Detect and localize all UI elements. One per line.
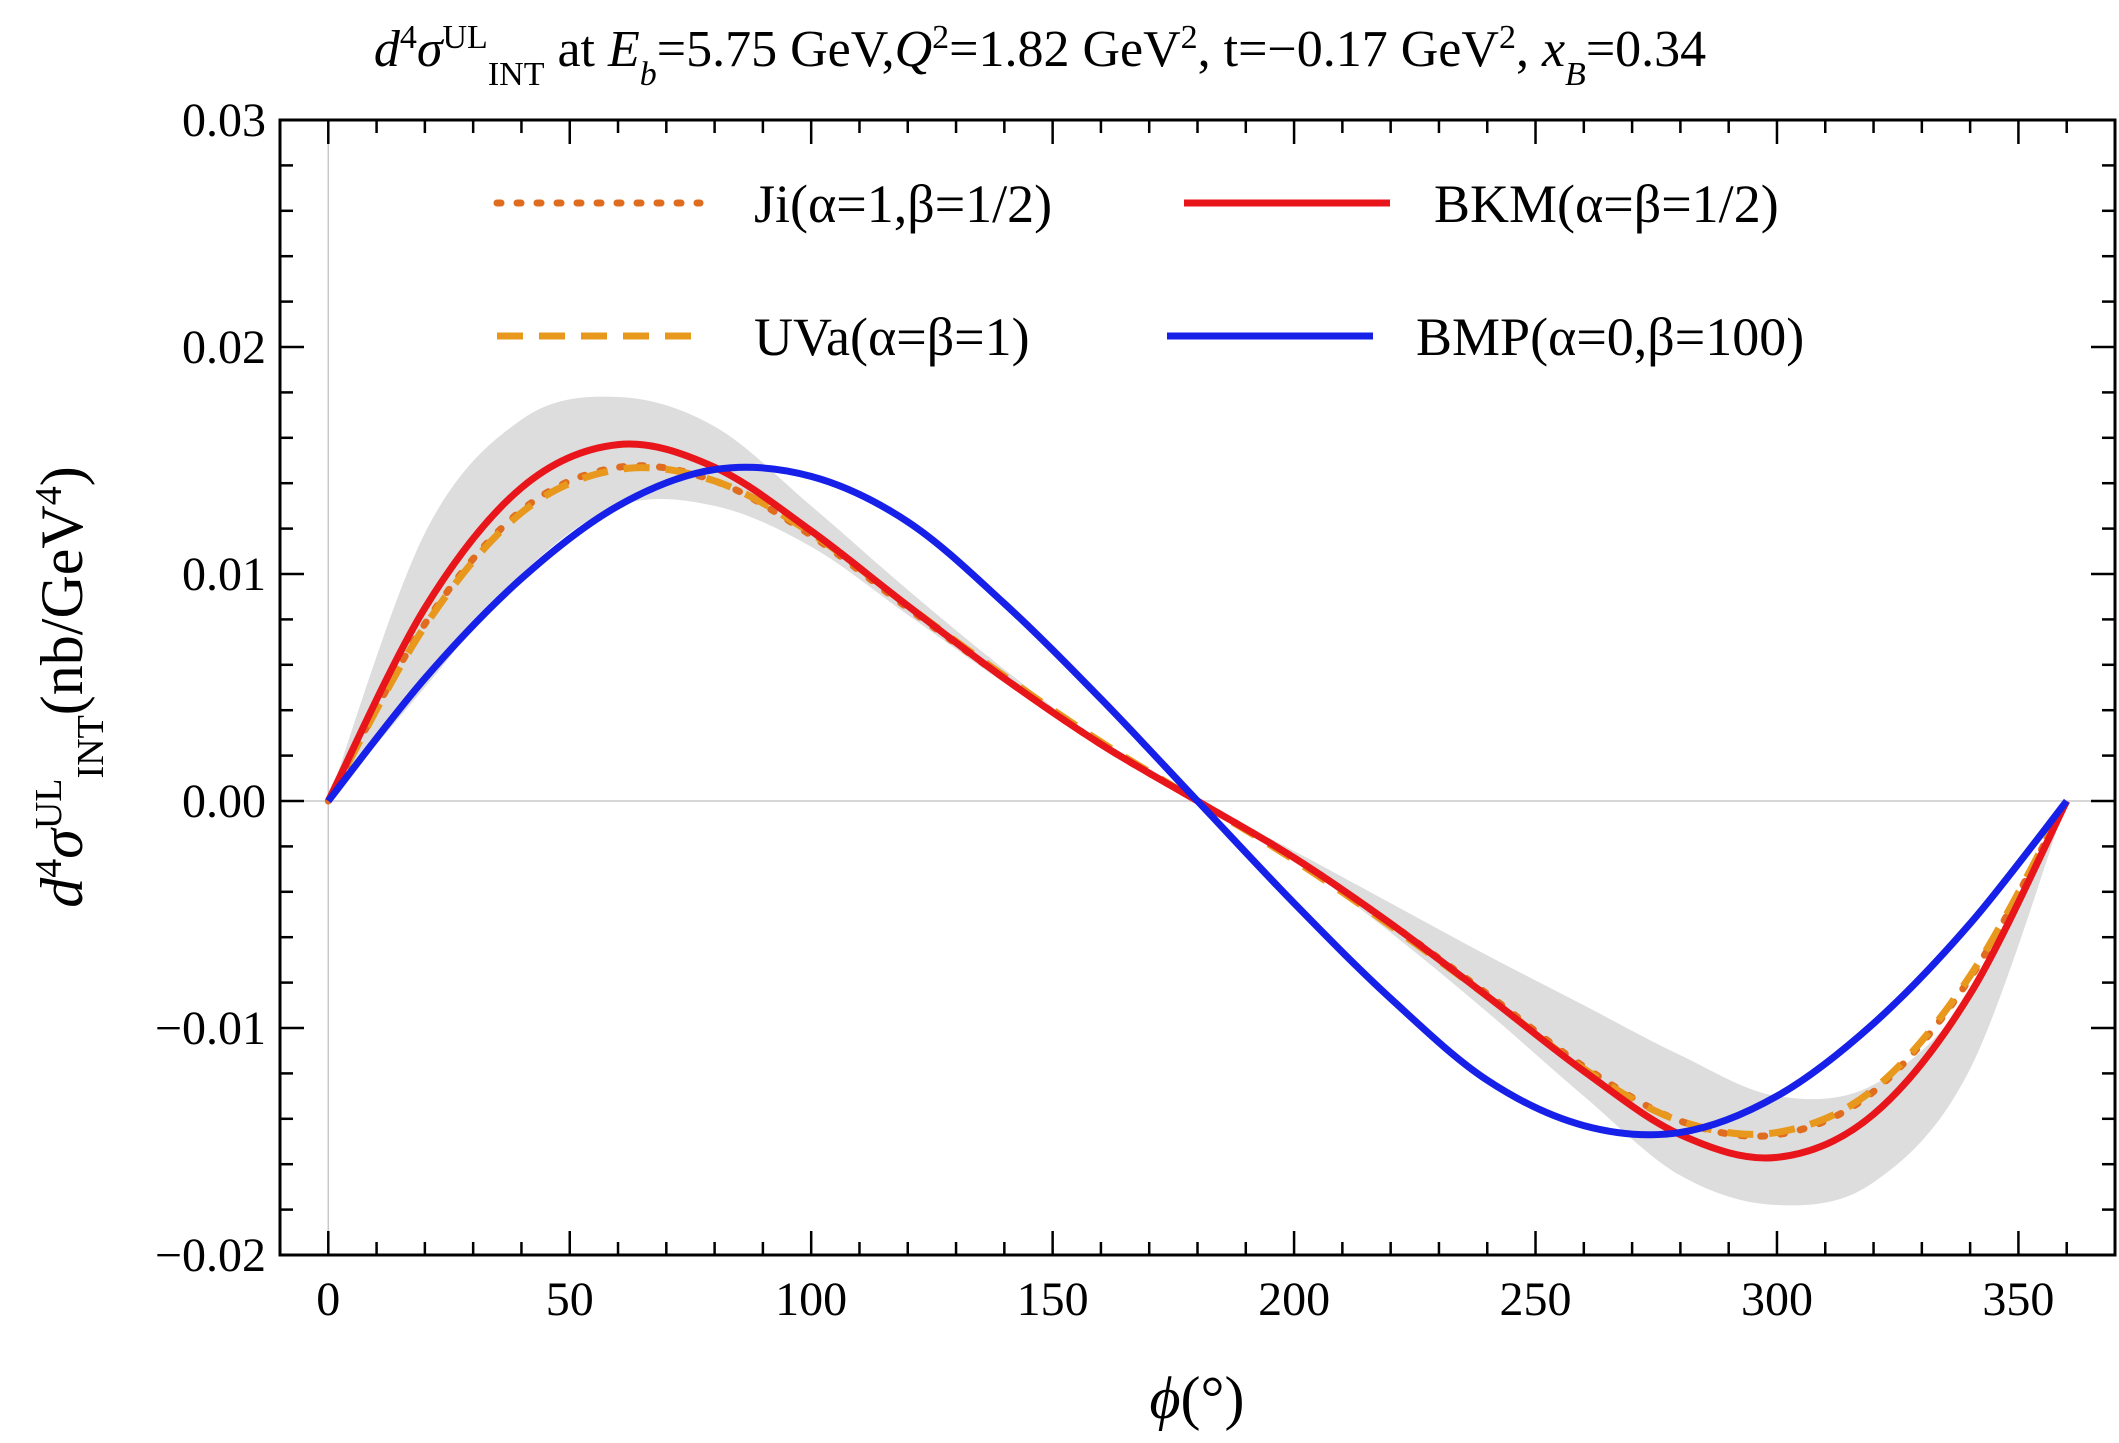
y-tick-label: −0.01 bbox=[155, 1002, 266, 1055]
x-axis-title: ϕ(°) bbox=[1149, 1365, 1244, 1431]
y-tick-label: 0.01 bbox=[182, 548, 266, 601]
y-axis-title: d4σULINT(nb/GeV4) bbox=[28, 466, 112, 908]
y-tick-label: 0.02 bbox=[182, 321, 266, 374]
legend-label-2: UVa(α=β=1) bbox=[754, 307, 1030, 367]
uncertainty-band bbox=[328, 396, 2067, 1206]
x-tick-label: 250 bbox=[1500, 1273, 1572, 1326]
chart-title: d4σULINT at Eb=5.75 GeV,Q2=1.82 GeV2, t=… bbox=[374, 19, 1706, 93]
x-tick-label: 100 bbox=[775, 1273, 847, 1326]
plot-frame bbox=[278, 118, 2117, 1257]
y-tick-label: 0.00 bbox=[182, 775, 266, 828]
x-tick-label: 0 bbox=[316, 1273, 340, 1326]
x-tick-label: 300 bbox=[1741, 1273, 1813, 1326]
legend-label-1: BKM(α=β=1/2) bbox=[1434, 174, 1779, 234]
y-tick-label: 0.03 bbox=[182, 94, 266, 147]
tick-layer bbox=[278, 118, 2117, 1257]
series-line-3 bbox=[325, 463, 2070, 1139]
band-layer bbox=[328, 396, 2067, 1206]
tick-label-layer: 0 50 100 150 200 250 300 350 −0.02 −0.01 0.00 0.01 0… bbox=[155, 94, 2054, 1326]
x-tick-label: 50 bbox=[546, 1273, 594, 1326]
legend: Ji(α=1,β=1/2) BKM(α=β=1/2) UVa(α=β=1) BMP(α… bbox=[493, 174, 1804, 367]
legend-label-0: Ji(α=1,β=1/2) bbox=[754, 174, 1052, 234]
y-tick-label: −0.02 bbox=[155, 1229, 266, 1282]
x-tick-label: 150 bbox=[1017, 1273, 1089, 1326]
legend-label-3: BMP(α=0,β=100) bbox=[1416, 307, 1804, 367]
grid-layer bbox=[280, 120, 2115, 1255]
series-layer bbox=[324, 440, 2071, 1162]
x-tick-label: 350 bbox=[1982, 1273, 2054, 1326]
x-tick-label: 200 bbox=[1258, 1273, 1330, 1326]
